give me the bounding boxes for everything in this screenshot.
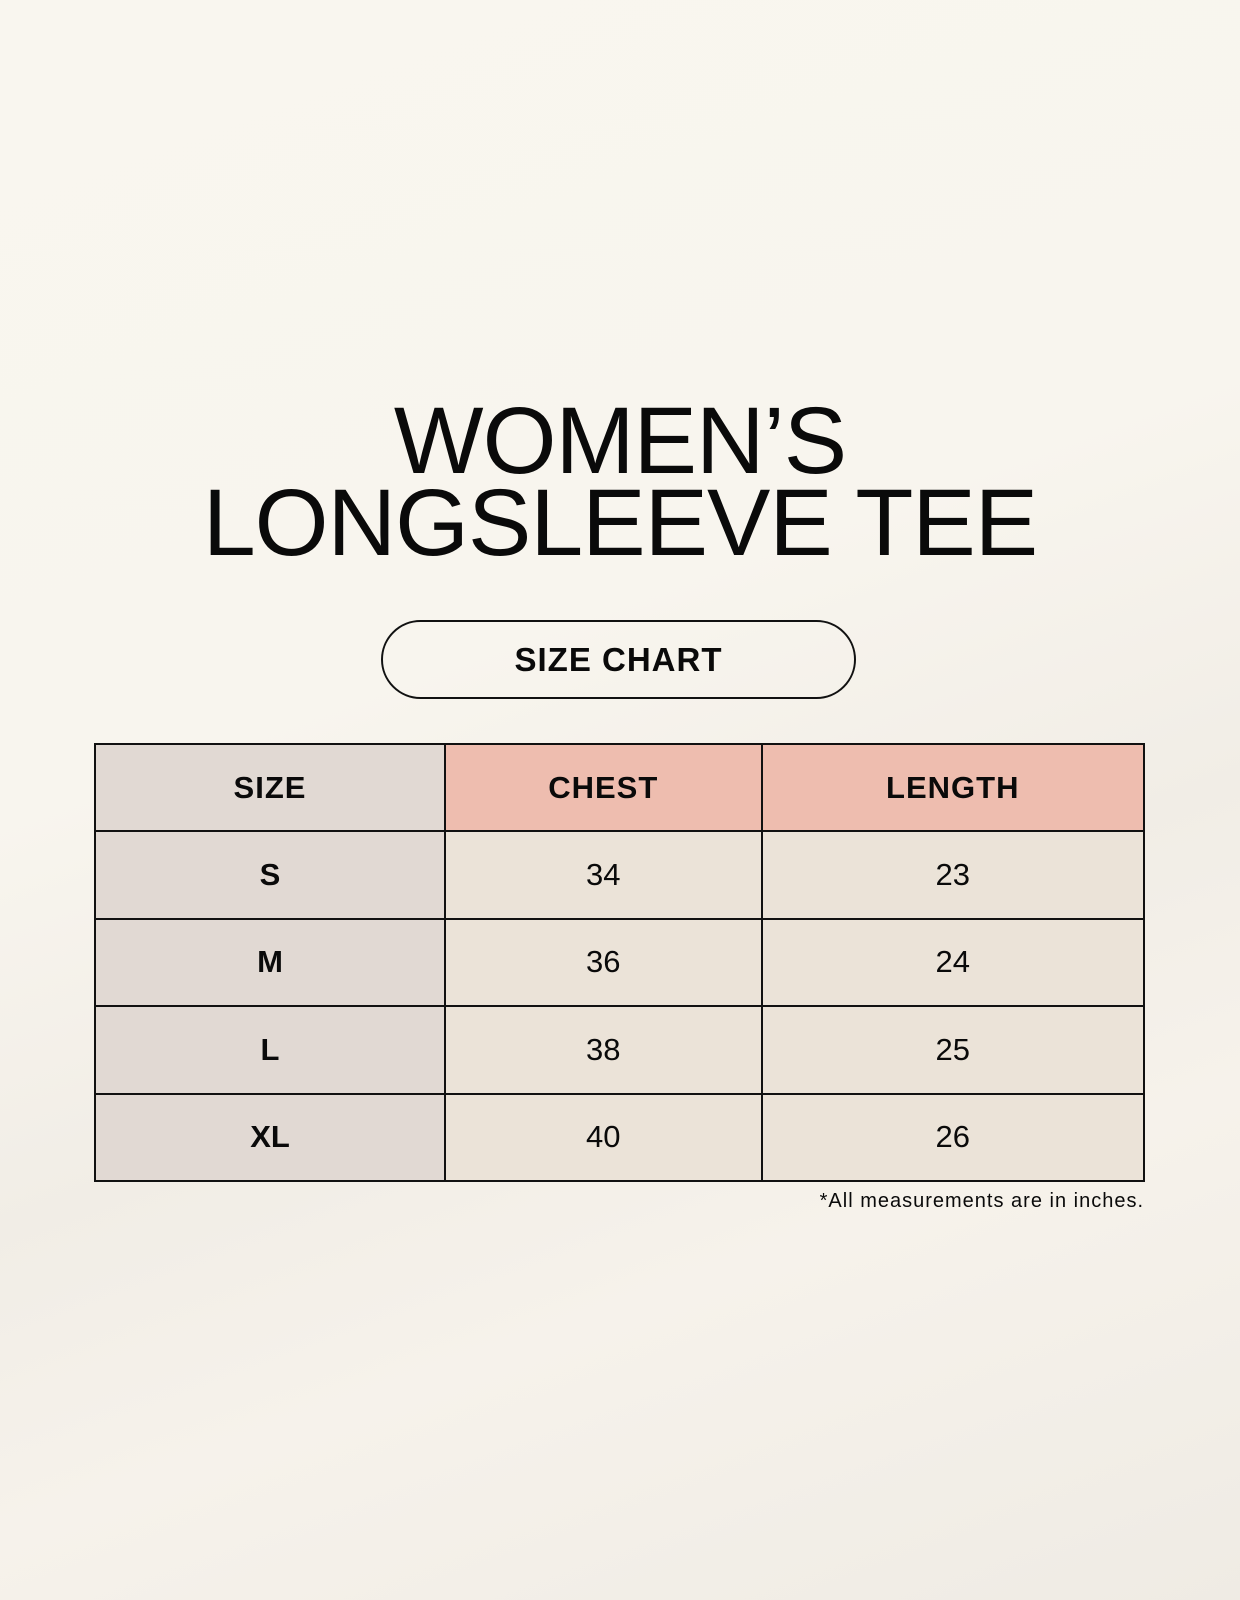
cell-size: S xyxy=(94,830,446,920)
cell-size: XL xyxy=(94,1092,446,1182)
cell-length: 26 xyxy=(760,1092,1146,1182)
measurement-note: *All measurements are in inches. xyxy=(819,1190,1144,1212)
cell-chest: 40 xyxy=(444,1092,763,1182)
table-row: L 38 25 xyxy=(94,1005,1146,1095)
table-row: S 34 23 xyxy=(94,830,1146,920)
cell-length: 24 xyxy=(760,917,1146,1008)
cell-chest: 34 xyxy=(444,830,763,920)
cell-size: M xyxy=(94,917,446,1008)
header-chest: CHEST xyxy=(444,742,763,833)
table-row: XL 40 26 xyxy=(94,1092,1146,1182)
header-length: LENGTH xyxy=(760,742,1146,833)
cell-size: L xyxy=(94,1005,446,1095)
size-table: SIZE CHEST LENGTH S 34 23 M 36 24 L 38 25 XL 40 26 xyxy=(94,742,1146,1182)
cell-length: 23 xyxy=(760,830,1146,920)
title-line-2: LONGSLEEVE TEE xyxy=(202,470,1038,576)
table-row: M 36 24 xyxy=(94,917,1146,1008)
table-header-row: SIZE CHEST LENGTH xyxy=(94,742,1146,833)
cell-chest: 36 xyxy=(444,917,763,1008)
page-title: WOMEN’S LONGSLEEVE TEE xyxy=(0,388,1240,576)
title-line-1: WOMEN’S xyxy=(393,388,847,494)
cell-length: 25 xyxy=(760,1005,1146,1095)
cell-chest: 38 xyxy=(444,1005,763,1095)
size-chart-badge: SIZE CHART xyxy=(381,620,856,699)
header-size: SIZE xyxy=(94,742,446,833)
